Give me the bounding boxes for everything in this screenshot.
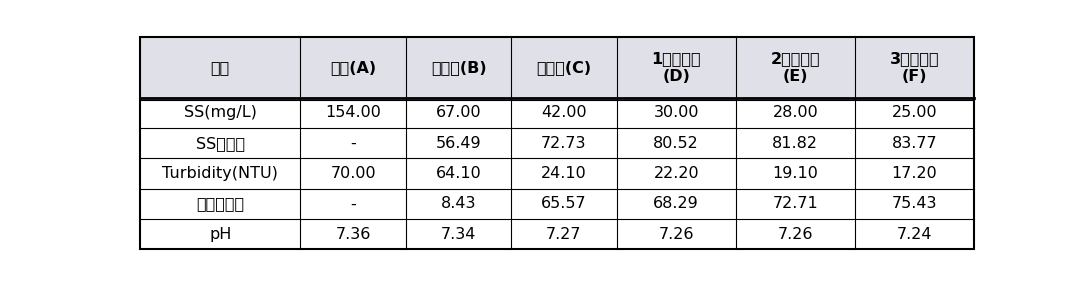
Text: 68.29: 68.29 xyxy=(653,197,699,212)
Bar xyxy=(405,128,511,158)
Bar xyxy=(511,158,616,189)
Bar xyxy=(300,158,405,189)
Bar xyxy=(511,128,616,158)
Bar xyxy=(405,37,511,98)
Text: 30.00: 30.00 xyxy=(653,105,699,120)
Text: -: - xyxy=(350,136,357,151)
Text: 19.10: 19.10 xyxy=(773,166,819,181)
Bar xyxy=(736,98,855,128)
Bar xyxy=(140,98,300,128)
Bar xyxy=(616,158,736,189)
Bar xyxy=(736,158,855,189)
Bar xyxy=(511,219,616,249)
Text: 7.26: 7.26 xyxy=(777,227,813,242)
Text: 70.00: 70.00 xyxy=(330,166,376,181)
Text: 42.00: 42.00 xyxy=(541,105,587,120)
Text: 75.43: 75.43 xyxy=(891,197,937,212)
Text: 56.49: 56.49 xyxy=(436,136,482,151)
Bar xyxy=(736,37,855,98)
Bar xyxy=(855,128,974,158)
Text: 83.77: 83.77 xyxy=(891,136,937,151)
Text: 28.00: 28.00 xyxy=(773,105,819,120)
Text: 65.57: 65.57 xyxy=(541,197,587,212)
Text: 7.24: 7.24 xyxy=(897,227,933,242)
Text: 1차침전조
(D): 1차침전조 (D) xyxy=(651,51,701,84)
Bar xyxy=(616,37,736,98)
Bar xyxy=(511,98,616,128)
Text: 7.27: 7.27 xyxy=(546,227,582,242)
Bar xyxy=(616,219,736,249)
Text: 원수(A): 원수(A) xyxy=(330,60,376,75)
Bar xyxy=(511,189,616,219)
Bar xyxy=(300,98,405,128)
Bar xyxy=(140,219,300,249)
Bar xyxy=(855,219,974,249)
Text: 7.34: 7.34 xyxy=(441,227,476,242)
Bar xyxy=(405,158,511,189)
Text: pH: pH xyxy=(209,227,232,242)
Bar xyxy=(405,189,511,219)
Bar xyxy=(616,98,736,128)
Bar xyxy=(300,128,405,158)
Text: 탁도제거율: 탁도제거율 xyxy=(197,197,245,212)
Bar xyxy=(140,189,300,219)
Text: 7.36: 7.36 xyxy=(336,227,371,242)
Bar xyxy=(300,37,405,98)
Text: 154.00: 154.00 xyxy=(325,105,382,120)
Text: 72.71: 72.71 xyxy=(773,197,819,212)
Bar xyxy=(736,189,855,219)
Bar xyxy=(140,158,300,189)
Text: 80.52: 80.52 xyxy=(653,136,699,151)
Text: Turbidity(NTU): Turbidity(NTU) xyxy=(162,166,278,181)
Text: 72.73: 72.73 xyxy=(541,136,587,151)
Text: 2차침전조
(E): 2차침전조 (E) xyxy=(771,51,821,84)
Bar xyxy=(300,219,405,249)
Text: -: - xyxy=(350,197,357,212)
Bar xyxy=(140,128,300,158)
Text: SS제거율: SS제거율 xyxy=(196,136,245,151)
Bar xyxy=(616,128,736,158)
Bar xyxy=(405,98,511,128)
Text: 응집조(C): 응집조(C) xyxy=(536,60,591,75)
Text: 7.26: 7.26 xyxy=(659,227,694,242)
Bar xyxy=(300,189,405,219)
Bar xyxy=(855,189,974,219)
Text: 64.10: 64.10 xyxy=(436,166,482,181)
Bar xyxy=(140,37,300,98)
Bar xyxy=(855,158,974,189)
Bar xyxy=(855,98,974,128)
Text: 8.43: 8.43 xyxy=(441,197,476,212)
Text: 3차침전조
(F): 3차침전조 (F) xyxy=(889,51,939,84)
Bar xyxy=(736,219,855,249)
Text: 67.00: 67.00 xyxy=(436,105,482,120)
Bar xyxy=(511,37,616,98)
Bar xyxy=(616,189,736,219)
Text: 24.10: 24.10 xyxy=(541,166,587,181)
Text: 22.20: 22.20 xyxy=(653,166,699,181)
Text: 17.20: 17.20 xyxy=(891,166,937,181)
Text: 25.00: 25.00 xyxy=(891,105,937,120)
Text: 와류조(B): 와류조(B) xyxy=(430,60,486,75)
Bar xyxy=(736,128,855,158)
Text: SS(mg/L): SS(mg/L) xyxy=(184,105,257,120)
Bar xyxy=(855,37,974,98)
Text: 구분: 구분 xyxy=(211,60,230,75)
Text: 81.82: 81.82 xyxy=(773,136,819,151)
Bar xyxy=(405,219,511,249)
